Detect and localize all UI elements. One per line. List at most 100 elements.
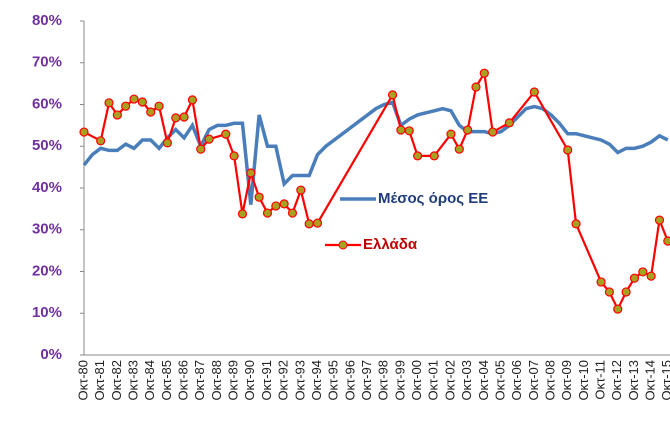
marker (204, 134, 214, 144)
line-segment (157, 105, 169, 144)
marker (137, 97, 147, 107)
line-segment (191, 99, 202, 150)
marker (96, 136, 106, 146)
marker (79, 127, 89, 137)
y-tick-label: 70% (32, 54, 62, 71)
x-tick-label: Οκτ-03 (459, 360, 474, 401)
legend-label: Ελλάδα (363, 236, 418, 253)
marker (246, 168, 256, 178)
marker (504, 118, 514, 128)
y-tick-label: 50% (32, 137, 62, 154)
x-tick-label: Οκτ-00 (409, 360, 424, 401)
marker (229, 151, 239, 161)
marker (179, 112, 189, 122)
line-segment (483, 73, 494, 133)
marker (154, 101, 164, 111)
x-tick-label: Οκτ-83 (125, 360, 140, 401)
x-tick-label: Οκτ-04 (476, 360, 491, 401)
x-tick-label: Οκτ-15 (659, 360, 670, 401)
line-segment (241, 172, 252, 215)
marker (454, 144, 464, 154)
marker (279, 199, 289, 209)
marker (479, 68, 489, 78)
line (82, 100, 669, 205)
marker (287, 208, 298, 218)
marker (121, 101, 131, 111)
x-tick-label: Οκτ-89 (226, 360, 241, 401)
marker (312, 218, 323, 228)
y-tick-label: 80% (32, 12, 62, 29)
x-tick-label: Οκτ-99 (392, 360, 407, 401)
line-segment (466, 86, 478, 131)
line-segment (391, 94, 402, 131)
y-tick-label: 30% (32, 221, 62, 238)
marker (296, 185, 306, 195)
marker (271, 201, 281, 211)
line-segment (299, 189, 311, 225)
y-tick-label: 20% (32, 262, 62, 279)
marker (262, 208, 273, 218)
marker (629, 273, 640, 283)
x-tick-label: Οκτ-06 (509, 360, 524, 401)
line-segment (533, 91, 569, 151)
x-tick-label: Οκτ-93 (292, 360, 307, 401)
marker (254, 192, 264, 202)
x-tick-label: Οκτ-07 (526, 360, 541, 401)
x-tick-label: Οκτ-91 (259, 360, 274, 401)
x-tick-label: Οκτ-85 (159, 360, 174, 401)
x-tick-label: Οκτ-01 (426, 360, 441, 401)
marker (196, 144, 206, 154)
line-segment (508, 91, 536, 124)
line-segment (99, 102, 111, 142)
marker (571, 219, 581, 229)
x-tick-label: Οκτ-09 (559, 360, 574, 401)
y-tick-label: 10% (32, 304, 62, 321)
marker (221, 129, 231, 139)
y-tick-label: 40% (32, 179, 62, 196)
x-tick-label: Οκτ-82 (109, 360, 124, 401)
marker (396, 125, 406, 135)
marker (304, 219, 314, 229)
marker (488, 127, 498, 137)
marker (404, 126, 414, 136)
line-segment (566, 149, 578, 225)
marker (413, 151, 423, 161)
marker (171, 113, 181, 123)
marker (638, 267, 648, 277)
marker (112, 110, 122, 120)
x-tick-label: Οκτ-97 (359, 360, 374, 401)
x-tick-label: Οκτ-84 (142, 360, 157, 401)
x-tick-label: Οκτ-92 (276, 360, 291, 401)
x-tick-label: Οκτ-05 (492, 360, 507, 401)
marker (129, 94, 139, 104)
y-tick-label: 0% (40, 346, 62, 363)
line-segment (650, 219, 661, 277)
y-tick-label: 60% (32, 95, 62, 112)
x-tick-label: Οκτ-13 (626, 360, 641, 401)
marker (646, 271, 656, 281)
x-tick-label: Οκτ-12 (609, 360, 624, 401)
marker (387, 90, 398, 100)
x-tick-label: Οκτ-11 (593, 360, 608, 400)
marker (463, 125, 473, 135)
marker (146, 107, 156, 117)
line-segment (316, 94, 394, 224)
x-tick-label: Οκτ-90 (242, 360, 257, 401)
marker (237, 209, 248, 219)
x-tick-label: Οκτ-02 (442, 360, 457, 401)
legend-marker (338, 240, 348, 250)
marker (162, 138, 172, 148)
x-tick-label: Οκτ-96 (342, 360, 357, 401)
marker (621, 287, 631, 297)
x-tick-label: Οκτ-94 (309, 360, 324, 401)
marker (471, 82, 481, 92)
x-tick-label: Οκτ-08 (542, 360, 557, 401)
legend-label: Μέσος όρος ΕΕ (378, 190, 488, 207)
x-tick-label: Οκτ-80 (75, 360, 90, 401)
marker (613, 304, 623, 314)
x-tick-label: Οκτ-98 (376, 360, 391, 401)
marker (563, 145, 573, 155)
line-segment (575, 223, 603, 283)
marker (529, 87, 539, 97)
